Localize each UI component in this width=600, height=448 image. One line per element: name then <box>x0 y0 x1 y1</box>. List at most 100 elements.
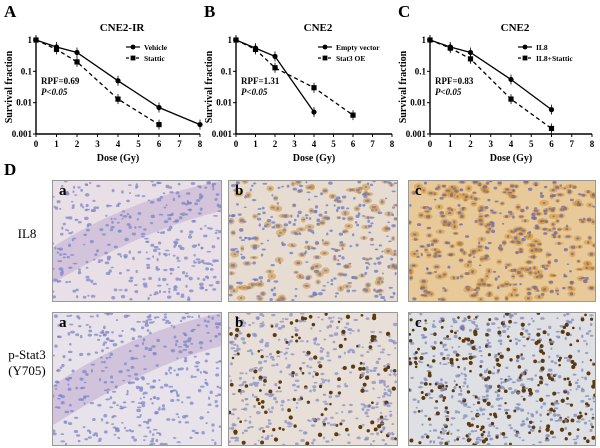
cell-nucleus <box>486 417 491 420</box>
cell-nucleus <box>283 338 288 342</box>
cell-nucleus <box>271 364 276 367</box>
stained-nucleus <box>490 421 495 426</box>
cell-nucleus <box>78 268 81 271</box>
cell-nucleus <box>178 350 183 354</box>
cell-nucleus <box>361 407 365 411</box>
cell-nucleus <box>369 443 373 445</box>
cell-nucleus <box>183 359 188 363</box>
cell-nucleus <box>453 438 457 442</box>
cell-nucleus <box>314 209 318 213</box>
cell-nucleus <box>529 428 535 432</box>
cell-nucleus <box>168 369 171 372</box>
cell-nucleus <box>521 420 526 423</box>
stained-nucleus <box>534 341 539 346</box>
cell-nucleus <box>514 228 517 233</box>
cell-nucleus <box>118 334 123 338</box>
cell-nucleus <box>524 369 528 372</box>
stained-nucleus <box>241 440 246 445</box>
cell-nucleus <box>491 372 496 375</box>
cell-nucleus <box>318 272 322 276</box>
cell-nucleus <box>549 418 554 421</box>
cell-nucleus <box>162 192 166 195</box>
cell-nucleus <box>214 441 217 445</box>
cell-nucleus <box>521 336 526 338</box>
cell-nucleus <box>426 370 431 373</box>
stained-nucleus <box>480 425 485 430</box>
cell-nucleus <box>440 318 445 321</box>
cell-nucleus <box>262 211 266 215</box>
cell-nucleus <box>152 379 157 383</box>
stained-nucleus <box>539 397 544 402</box>
cell-nucleus <box>168 385 174 388</box>
cell-nucleus <box>155 265 159 270</box>
cell-nucleus <box>513 321 518 324</box>
stained-nucleus <box>229 332 233 336</box>
cell-nucleus <box>592 244 595 247</box>
cell-nucleus <box>422 205 426 210</box>
cell-nucleus <box>563 314 567 317</box>
stained-nucleus <box>360 388 365 393</box>
cell-nucleus <box>97 403 102 407</box>
x-tick-label: 6 <box>351 139 356 149</box>
cell-nucleus <box>217 322 221 326</box>
cell-nucleus <box>442 363 448 366</box>
cell-nucleus <box>504 282 509 286</box>
cell-nucleus <box>104 251 108 255</box>
cell-nucleus <box>534 389 540 393</box>
panel-letter-b: B <box>204 2 216 21</box>
cell-nucleus <box>140 401 146 405</box>
cell-nucleus <box>390 436 395 441</box>
stained-nucleus <box>444 441 449 445</box>
cell-nucleus <box>312 385 317 389</box>
cell-nucleus <box>270 206 275 209</box>
cell-nucleus <box>87 436 92 439</box>
cell-nucleus <box>277 338 281 341</box>
x-tick-label: 0 <box>234 139 239 149</box>
y-tick-label: 0.01 <box>216 98 232 108</box>
cell-nucleus <box>489 209 494 212</box>
cell-nucleus <box>460 214 464 219</box>
cell-nucleus <box>341 367 344 370</box>
cell-nucleus <box>215 229 219 232</box>
stained-nucleus <box>301 371 305 375</box>
cell-nucleus <box>379 422 385 425</box>
row-label-pstat3: p-Stat3 (Y705) <box>2 347 52 379</box>
cell-nucleus <box>122 401 127 404</box>
cell-nucleus <box>589 408 594 411</box>
cell-nucleus <box>111 188 115 193</box>
cell-nucleus <box>126 369 130 372</box>
stained-nucleus <box>272 332 277 338</box>
cell-nucleus <box>450 208 454 212</box>
cell-nucleus <box>533 209 539 212</box>
cell-nucleus <box>104 261 110 265</box>
cell-nucleus <box>185 213 188 216</box>
cell-nucleus <box>583 421 588 425</box>
cell-nucleus <box>502 320 506 324</box>
cell-nucleus <box>187 337 192 341</box>
cell-nucleus <box>499 247 503 251</box>
cell-nucleus <box>459 387 463 390</box>
cell-nucleus <box>195 361 200 365</box>
cell-nucleus <box>158 289 162 294</box>
row-label-il8: IL8 <box>2 226 52 242</box>
cell-nucleus <box>272 292 277 297</box>
cell-nucleus <box>155 316 160 319</box>
cell-nucleus <box>377 345 382 347</box>
cell-nucleus <box>205 267 210 271</box>
stained-nucleus <box>458 385 462 389</box>
cell-nucleus <box>206 262 210 265</box>
cell-nucleus <box>110 217 113 221</box>
cell-nucleus <box>391 431 394 436</box>
cell-nucleus <box>233 253 237 256</box>
cell-nucleus <box>477 396 481 401</box>
cell-nucleus <box>280 297 285 301</box>
cell-nucleus <box>189 230 194 234</box>
cell-nucleus <box>486 339 489 342</box>
cell-nucleus <box>145 319 149 323</box>
cell-nucleus <box>130 356 135 361</box>
cell-nucleus <box>475 438 481 441</box>
cell-nucleus <box>287 364 291 367</box>
stained-nucleus <box>538 429 542 433</box>
stained-nucleus <box>270 324 274 328</box>
cell-nucleus <box>208 227 213 230</box>
